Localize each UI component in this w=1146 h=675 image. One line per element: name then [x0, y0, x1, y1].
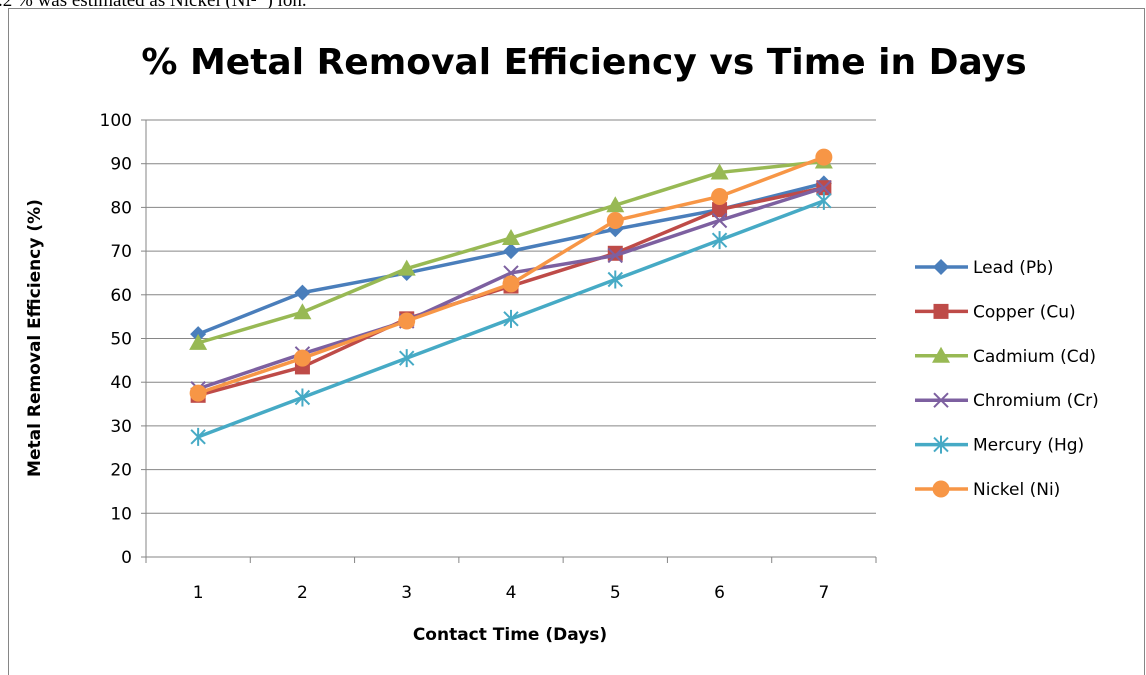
y-tick-label: 60 [110, 286, 132, 306]
y-tick-label: 80 [110, 198, 132, 218]
series [189, 148, 833, 402]
marker [933, 303, 949, 319]
y-tick-label: 70 [110, 242, 132, 262]
y-tick-label: 50 [110, 330, 132, 350]
marker [190, 427, 206, 446]
marker [503, 309, 519, 328]
chart-border [8, 8, 1145, 675]
legend-label: Chromium (Cr) [973, 391, 1099, 411]
marker [933, 392, 949, 408]
marker [293, 349, 311, 367]
y-tick-label: 40 [110, 373, 132, 393]
x-tick-label: 5 [610, 583, 621, 603]
marker [606, 212, 624, 230]
marker [294, 284, 311, 301]
legend-label: Copper (Cu) [973, 302, 1076, 322]
y-tick-label: 20 [110, 461, 132, 481]
marker [607, 270, 623, 289]
marker [933, 259, 949, 275]
marker [607, 247, 623, 264]
series [189, 152, 833, 350]
y-tick-label: 30 [110, 417, 132, 437]
marker [815, 148, 833, 166]
marker [933, 435, 949, 454]
x-tick-label: 7 [818, 583, 829, 603]
marker [816, 191, 832, 210]
x-tick-label: 1 [193, 583, 204, 603]
marker [397, 259, 416, 276]
marker [294, 388, 311, 407]
marker [293, 303, 312, 320]
marker [502, 228, 520, 245]
marker [606, 196, 625, 213]
marker [710, 163, 729, 180]
marker [711, 212, 728, 229]
marker [189, 384, 207, 402]
marker [816, 180, 832, 196]
legend-label: Nickel (Ni) [973, 480, 1060, 500]
marker [932, 480, 950, 498]
y-tick-label: 100 [100, 111, 132, 131]
marker [503, 243, 519, 260]
marker [711, 231, 728, 250]
marker [189, 333, 208, 350]
x-tick-label: 3 [401, 583, 412, 603]
x-tick-label: 6 [714, 583, 725, 603]
marker [502, 275, 520, 293]
legend-label: Cadmium (Cd) [973, 347, 1096, 367]
x-tick-label: 4 [506, 583, 517, 603]
series [190, 191, 832, 446]
legend-label: Lead (Pb) [973, 258, 1054, 278]
marker [711, 187, 729, 205]
marker [399, 349, 415, 368]
chart-title: % Metal Removal Efficiency vs Time in Da… [141, 42, 1026, 83]
legend-label: Mercury (Hg) [973, 436, 1084, 456]
y-tick-label: 10 [110, 504, 132, 524]
marker [712, 202, 728, 218]
marker [932, 346, 950, 363]
y-tick-label: 90 [110, 155, 132, 175]
y-axis-title: Metal Removal Efficiency (%) [25, 199, 45, 477]
caption: .2 % was estimated as Nickel (Ni²⁺) ion. [0, 0, 307, 11]
marker [398, 312, 416, 330]
x-axis-title: Contact Time (Days) [413, 625, 607, 645]
y-tick-label: 0 [121, 548, 132, 568]
x-tick-label: 2 [297, 583, 308, 603]
